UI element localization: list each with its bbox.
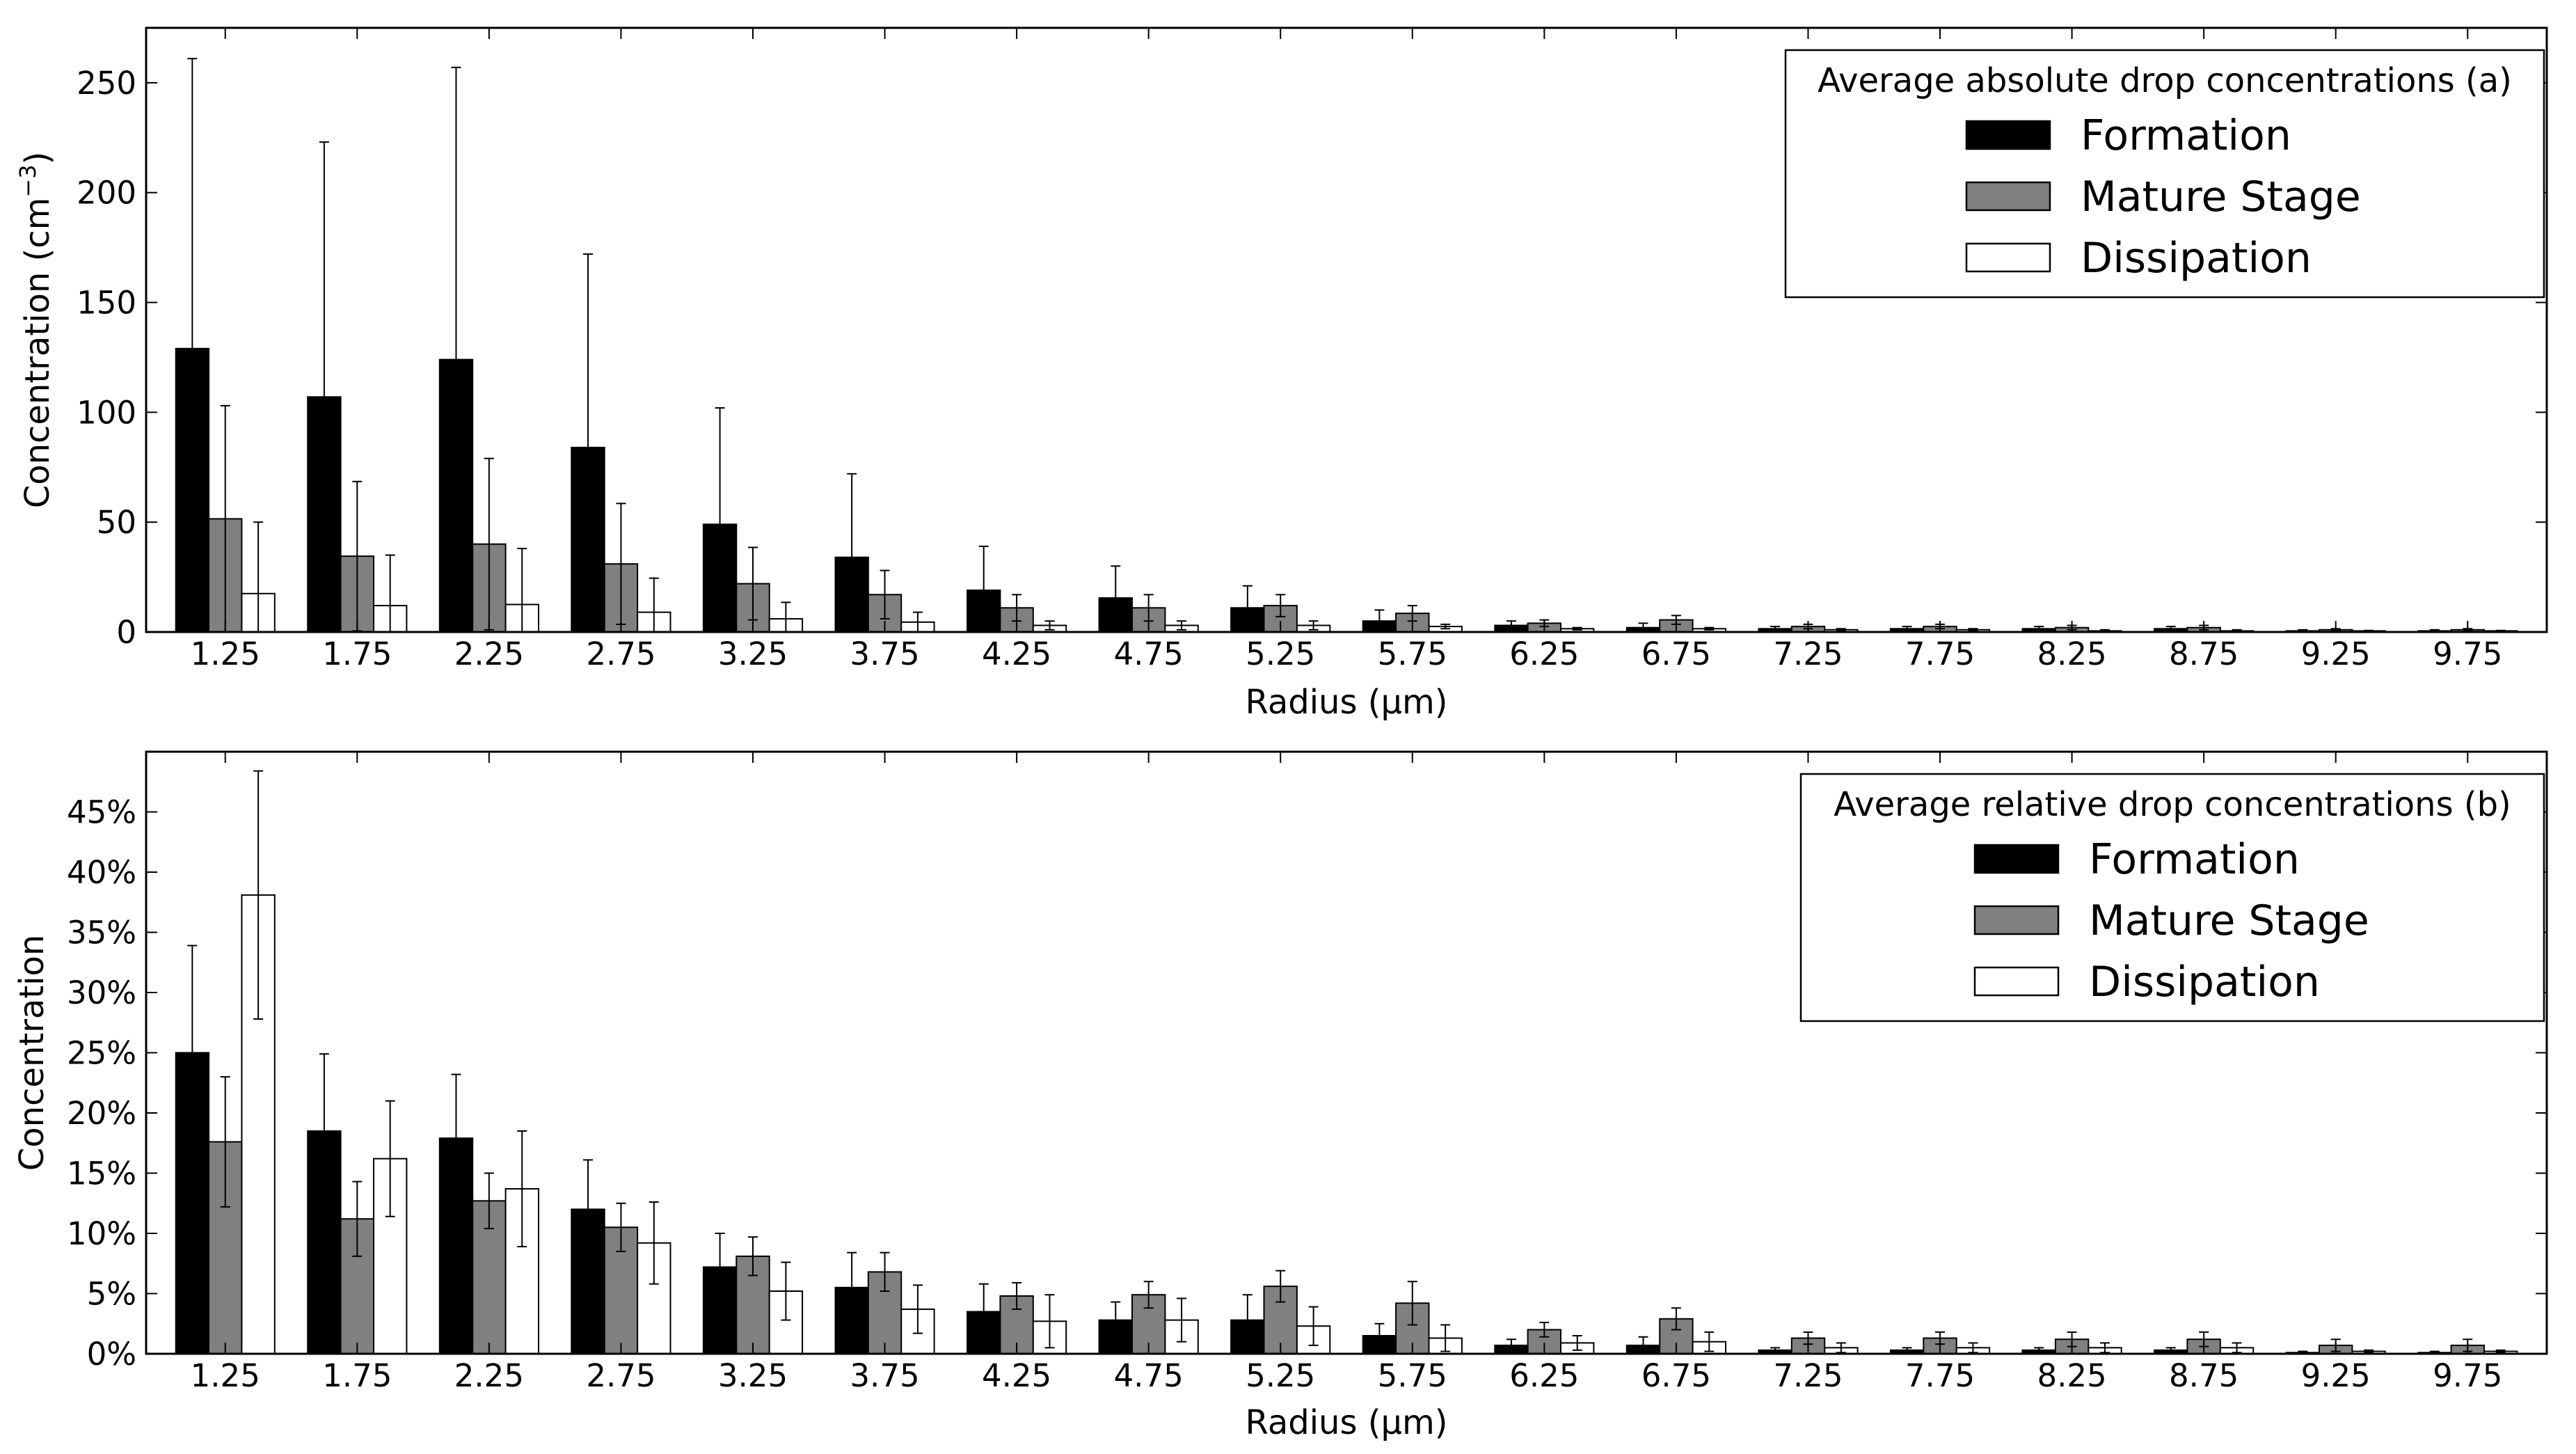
x-tick-label: 2.75 bbox=[586, 1357, 655, 1394]
y-tick-label: 45% bbox=[67, 794, 136, 831]
x-tick-label: 6.25 bbox=[1509, 635, 1579, 672]
y-tick-label: 40% bbox=[67, 854, 136, 891]
y-tick-label: 15% bbox=[67, 1155, 136, 1192]
y-tick-label: 100 bbox=[77, 394, 136, 431]
y-tick-label: 5% bbox=[87, 1276, 136, 1313]
legend-swatch bbox=[1973, 905, 2060, 935]
legend-swatch bbox=[1965, 181, 2051, 212]
x-tick-label: 3.25 bbox=[718, 1357, 788, 1394]
legend-swatch bbox=[1973, 844, 2060, 874]
y-tick-label: 20% bbox=[67, 1095, 136, 1132]
x-tick-label: 8.75 bbox=[2169, 1357, 2239, 1394]
x-tick-label: 4.25 bbox=[982, 635, 1051, 672]
x-tick-label: 7.75 bbox=[1905, 1357, 1975, 1394]
y-tick-label: 25% bbox=[67, 1035, 136, 1072]
x-tick-label: 9.75 bbox=[2433, 635, 2502, 672]
x-tick-label: 1.75 bbox=[322, 635, 392, 672]
y-axis-label: Concentration bbox=[13, 935, 51, 1171]
legend-swatch bbox=[1965, 242, 2051, 273]
series-formation bbox=[175, 58, 2452, 633]
x-tick-label: 9.25 bbox=[2301, 635, 2371, 672]
legend-title: Average absolute drop concentrations (a) bbox=[1818, 61, 2512, 100]
y-tick-label: 0% bbox=[87, 1336, 136, 1373]
series-mature-stage bbox=[208, 404, 2486, 633]
x-tick-label: 7.75 bbox=[1905, 635, 1975, 672]
y-tick-label: 30% bbox=[67, 974, 136, 1011]
legend-label: Formation bbox=[2089, 835, 2300, 884]
x-tick-label: 1.25 bbox=[191, 1357, 260, 1394]
legend: Average relative drop concentrations (b)… bbox=[1799, 773, 2545, 1022]
x-tick-label: 2.25 bbox=[454, 1357, 524, 1394]
x-tick-label: 8.25 bbox=[2037, 1357, 2106, 1394]
legend-box bbox=[1799, 773, 2545, 1022]
chart-panel-b: 0% 5% 10% 15% 20% 25% 30% 35% 40% 45% 1.25 1.75 2.25… bbox=[13, 750, 2548, 1442]
legend-label: Mature Stage bbox=[2081, 173, 2361, 221]
series-dissipation bbox=[241, 770, 2518, 1355]
x-tick-label: 2.75 bbox=[586, 635, 655, 672]
x-tick-label: 1.75 bbox=[322, 1357, 392, 1394]
legend-swatch bbox=[1965, 120, 2051, 150]
y-tick-label: 50 bbox=[97, 504, 136, 541]
legend-box bbox=[1784, 49, 2545, 299]
x-tick-label: 5.75 bbox=[1378, 1357, 1447, 1394]
legend-label: Formation bbox=[2081, 111, 2291, 160]
legend-label: Dissipation bbox=[2081, 234, 2312, 283]
x-tick-label: 8.75 bbox=[2169, 635, 2239, 672]
x-tick-label: 1.25 bbox=[191, 635, 260, 672]
x-tick-label: 7.25 bbox=[1773, 1357, 1843, 1394]
x-tick-label: 5.25 bbox=[1246, 635, 1315, 672]
x-tick-label: 8.25 bbox=[2037, 635, 2106, 672]
x-tick-label: 3.25 bbox=[718, 635, 788, 672]
legend: Average absolute drop concentrations (a)… bbox=[1784, 49, 2545, 299]
x-tick-label: 5.75 bbox=[1378, 635, 1447, 672]
x-axis-label: Radius (μm) bbox=[1246, 683, 1448, 722]
x-tick-label: 7.25 bbox=[1773, 635, 1843, 672]
x-tick-label: 6.75 bbox=[1641, 635, 1711, 672]
series-mature-stage bbox=[208, 1076, 2486, 1355]
x-tick-label: 5.25 bbox=[1246, 1357, 1315, 1394]
x-tick-label: 6.75 bbox=[1641, 1357, 1711, 1394]
legend-title: Average relative drop concentrations (b) bbox=[1834, 785, 2511, 824]
y-tick-label: 200 bbox=[77, 175, 136, 212]
chart-panel-a: 0 50 100 150 200 250 1.25 1.75 2.25 2.75 3.25 3.75 4… bbox=[15, 26, 2548, 722]
y-axis-label: Concentration (cm−3) bbox=[15, 152, 57, 509]
x-tick-label: 9.25 bbox=[2301, 1357, 2371, 1394]
legend-swatch bbox=[1973, 966, 2060, 997]
plot-frame bbox=[145, 26, 2548, 633]
x-tick-label: 3.75 bbox=[850, 1357, 919, 1394]
legend-label: Dissipation bbox=[2089, 958, 2320, 1006]
x-tick-label: 4.75 bbox=[1114, 635, 1184, 672]
y-tick-label: 0 bbox=[116, 614, 136, 651]
series-dissipation bbox=[241, 521, 2518, 633]
x-tick-label: 4.75 bbox=[1114, 1357, 1184, 1394]
x-tick-label: 9.75 bbox=[2433, 1357, 2502, 1394]
y-tick-label: 10% bbox=[67, 1215, 136, 1252]
x-tick-label: 2.25 bbox=[454, 635, 524, 672]
y-tick-label: 150 bbox=[77, 285, 136, 322]
y-tick-label: 35% bbox=[67, 915, 136, 951]
x-tick-label: 3.75 bbox=[850, 635, 919, 672]
y-tick-label: 250 bbox=[77, 65, 136, 102]
x-tick-label: 4.25 bbox=[982, 1357, 1051, 1394]
legend-label: Mature Stage bbox=[2089, 896, 2369, 945]
x-axis-label: Radius (μm) bbox=[1246, 1403, 1448, 1442]
x-tick-label: 6.25 bbox=[1509, 1357, 1579, 1394]
